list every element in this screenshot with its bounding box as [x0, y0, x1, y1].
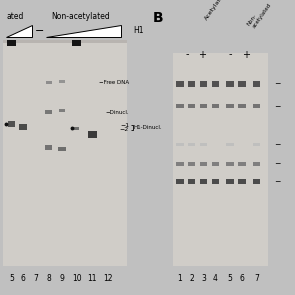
Bar	[176, 179, 183, 184]
Bar	[212, 162, 219, 166]
Text: −: −	[274, 102, 281, 111]
Polygon shape	[6, 25, 32, 37]
Bar	[212, 179, 219, 184]
Text: +: +	[242, 50, 250, 60]
Bar	[176, 143, 183, 146]
Bar	[173, 53, 268, 266]
Bar	[19, 124, 27, 130]
Text: 7: 7	[34, 274, 39, 283]
Bar	[200, 104, 207, 109]
Bar	[88, 131, 97, 138]
Text: −: −	[274, 140, 281, 149]
Text: 6: 6	[20, 274, 25, 283]
Bar	[253, 162, 260, 166]
Text: Non-
acetylated: Non- acetylated	[246, 0, 272, 30]
Bar	[200, 162, 207, 166]
Bar	[253, 104, 260, 109]
Bar	[176, 104, 183, 109]
Polygon shape	[46, 25, 121, 37]
Bar	[58, 147, 65, 151]
Text: −Dinucl.: −Dinucl.	[105, 110, 129, 114]
Bar	[46, 81, 52, 84]
Text: Acetylated: Acetylated	[204, 0, 227, 21]
Bar	[227, 104, 234, 109]
Bar	[8, 121, 16, 127]
Bar	[3, 40, 127, 43]
Text: 6: 6	[240, 274, 244, 283]
Bar	[200, 81, 207, 87]
Bar	[72, 40, 81, 46]
Bar	[176, 81, 183, 87]
Bar	[238, 104, 245, 109]
Bar	[59, 109, 65, 112]
Bar	[212, 104, 219, 109]
Text: −: −	[274, 159, 281, 168]
Bar	[200, 179, 207, 184]
Bar	[227, 162, 234, 166]
Bar	[176, 162, 183, 166]
Bar	[200, 143, 207, 146]
Text: 1: 1	[178, 274, 182, 283]
Text: 11: 11	[87, 274, 97, 283]
Text: −1: −1	[120, 123, 129, 128]
Text: −2: −2	[120, 127, 129, 132]
Bar	[212, 81, 219, 87]
Text: 12: 12	[104, 274, 113, 283]
Bar	[3, 43, 127, 266]
Bar	[74, 127, 79, 130]
Text: Non-acetylated: Non-acetylated	[52, 12, 111, 21]
Text: 2: 2	[189, 274, 194, 283]
Text: 8: 8	[46, 274, 51, 283]
Text: 3: 3	[201, 274, 206, 283]
Text: 9: 9	[60, 274, 64, 283]
Bar	[253, 179, 260, 184]
Text: +: +	[198, 50, 206, 60]
Text: H1: H1	[133, 27, 143, 35]
Text: -: -	[228, 50, 232, 60]
Bar	[227, 179, 234, 184]
Bar	[188, 104, 195, 109]
Text: −Free DNA: −Free DNA	[99, 80, 129, 84]
Text: −: −	[274, 80, 281, 88]
Text: 10: 10	[72, 274, 81, 283]
Bar	[59, 80, 65, 83]
Text: −: −	[35, 26, 44, 36]
Bar	[188, 179, 195, 184]
Text: 7: 7	[254, 274, 259, 283]
Bar	[188, 81, 195, 87]
Bar	[238, 162, 245, 166]
Bar	[227, 81, 234, 87]
Text: B: B	[153, 11, 163, 25]
Bar	[227, 143, 234, 146]
Text: 5: 5	[228, 274, 232, 283]
Bar	[253, 143, 260, 146]
Bar	[45, 110, 52, 114]
Text: 4: 4	[213, 274, 218, 283]
Text: H1-Dinucl.: H1-Dinucl.	[133, 125, 162, 130]
Bar	[7, 40, 16, 46]
Bar	[253, 81, 260, 87]
Text: −: −	[274, 177, 281, 186]
Text: ated: ated	[6, 12, 23, 21]
Bar	[188, 143, 195, 146]
Text: 5: 5	[9, 274, 14, 283]
Bar	[238, 179, 245, 184]
Bar	[45, 145, 53, 150]
Text: -: -	[186, 50, 189, 60]
Bar	[238, 81, 245, 87]
Bar	[188, 162, 195, 166]
